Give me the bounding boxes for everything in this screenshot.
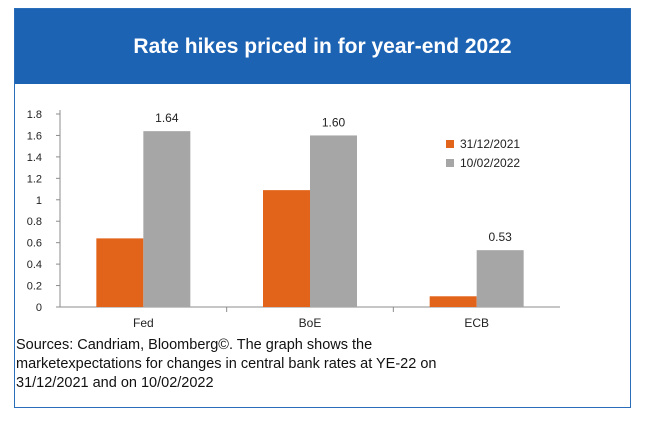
- y-tick-label: 0.2: [27, 281, 42, 293]
- bar-boe-series-2: [310, 135, 357, 307]
- bar-boe-series-1: [263, 190, 310, 307]
- legend-label-2: 10/02/2022: [460, 156, 520, 170]
- y-tick-label: 0: [36, 302, 42, 314]
- caption-line-2: marketexpectations for changes in centra…: [16, 356, 437, 372]
- x-category-label: BoE: [299, 316, 322, 330]
- data-label: 1.60: [322, 115, 346, 129]
- y-tick-label: 0.4: [27, 259, 42, 271]
- legend-label-1: 31/12/2021: [460, 137, 520, 151]
- y-tick-label: 0.8: [27, 216, 42, 228]
- caption-line-3: 31/12/2021 and on 10/02/2022: [16, 375, 214, 391]
- bar-fed-series-1: [96, 238, 144, 307]
- y-tick-label: 1.6: [27, 130, 42, 142]
- title-banner: Rate hikes priced in for year-end 2022: [15, 9, 630, 84]
- x-category-label: ECB: [464, 316, 489, 330]
- y-tick-label: 0.6: [27, 238, 42, 250]
- data-label: 1.64: [155, 111, 179, 125]
- chart-frame: Rate hikes priced in for year-end 2022: [14, 8, 631, 408]
- source-caption: Sources: Candriam, Bloomberg©. The graph…: [16, 336, 616, 393]
- data-label: 0.53: [488, 230, 512, 244]
- x-category-label: Fed: [133, 316, 154, 330]
- legend-swatch-1: [446, 140, 454, 148]
- bar-ecb-series-2: [476, 250, 524, 307]
- y-tick-label: 1.4: [27, 152, 42, 164]
- y-tick-label: 1: [36, 195, 42, 207]
- bar-fed-series-2: [143, 131, 191, 307]
- y-tick-label: 1.8: [27, 109, 42, 121]
- caption-line-1: Sources: Candriam, Bloomberg©. The graph…: [16, 337, 373, 353]
- y-tick-label: 1.2: [27, 173, 42, 185]
- legend-swatch-2: [446, 159, 454, 167]
- chart-title: Rate hikes priced in for year-end 2022: [133, 34, 512, 58]
- bar-ecb-series-1: [429, 296, 477, 307]
